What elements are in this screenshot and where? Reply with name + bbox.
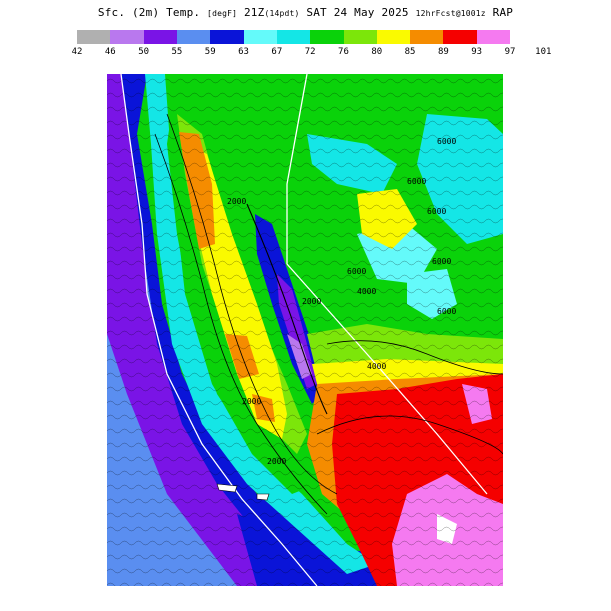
colorbar-tick-label: 59 <box>204 47 216 57</box>
colorbar-tick-label: 85 <box>404 47 416 57</box>
contour-label: 4000 <box>367 362 386 371</box>
colorbar-swatch <box>376 30 411 44</box>
title-run: 12hrFcst@1001z <box>415 9 486 18</box>
colorbar-tick-label: 50 <box>138 47 150 57</box>
colorbar-tick-label: 72 <box>304 47 316 57</box>
contour-label: 6000 <box>437 307 456 316</box>
contour-label: 2000 <box>242 397 261 406</box>
colorbar-swatch <box>243 30 277 44</box>
colorbar-tick-label: 76 <box>338 47 349 57</box>
colorbar-tick-label: 97 <box>504 47 516 57</box>
title-units: [degF] <box>207 9 238 18</box>
colorbar-swatch <box>110 30 144 44</box>
coastline <box>120 74 318 586</box>
colorbar-swatch <box>176 30 211 44</box>
contour-labels: 2000 2000 2000 2000 6000 6000 6000 6000 4000 4000… <box>227 137 456 466</box>
temperature-colorbar <box>77 30 511 44</box>
title-model: RAP <box>492 6 514 19</box>
colorbar-swatch <box>77 30 111 44</box>
contour-line-1 <box>166 113 338 495</box>
contour-label: 6000 <box>347 267 366 276</box>
colorbar-swatch <box>343 30 377 44</box>
colorbar-tick-label: 101 <box>535 47 552 57</box>
title-valid: 21Z <box>243 6 265 19</box>
contour-texture <box>107 74 503 586</box>
state-border <box>286 74 488 495</box>
colorbar-swatch <box>276 30 311 44</box>
colorbar-tick-label: 93 <box>471 47 483 57</box>
contour-line-2 <box>154 133 328 515</box>
contour-line-4 <box>326 340 503 375</box>
colorbar-swatch <box>410 30 444 44</box>
contour-label: 2000 <box>227 197 246 206</box>
colorbar-tick-label: 89 <box>437 47 449 57</box>
title-date: SAT 24 May 2025 <box>306 6 409 19</box>
contour-label: 6000 <box>437 137 456 146</box>
colorbar-tick-labels: 42 46 50 55 59 63 67 72 76 80 85 89 93 97 101 <box>0 47 611 61</box>
contour-label: 4000 <box>357 287 376 296</box>
colorbar-tick-label: 63 <box>238 47 249 57</box>
colorbar-swatch <box>443 30 477 44</box>
contour-label: 6000 <box>432 257 451 266</box>
contour-label: 2000 <box>302 297 321 306</box>
colorbar-swatch <box>210 30 244 44</box>
map-title: Sfc. (2m) Temp. [degF] 21Z(14pdt) SAT 24… <box>0 6 611 19</box>
colorbar-tick-label: 42 <box>71 47 83 57</box>
title-main: Sfc. (2m) Temp. <box>97 6 201 19</box>
colorbar-swatch <box>476 30 511 44</box>
colorbar-tick-label: 80 <box>371 47 383 57</box>
title-local: (14pdt) <box>264 9 300 18</box>
colorbar-swatch <box>143 30 177 44</box>
channel-islands <box>216 483 270 501</box>
contour-label: 6000 <box>427 207 446 216</box>
colorbar-swatch <box>310 30 344 44</box>
colorbar-tick-label: 67 <box>271 47 283 57</box>
contour-line-5 <box>316 415 503 455</box>
colorbar-tick-label: 55 <box>171 47 183 57</box>
contour-label: 2000 <box>267 457 286 466</box>
colorbar-tick-label: 46 <box>104 47 116 57</box>
temperature-map: 2000 2000 2000 2000 6000 6000 6000 6000 4000 4000… <box>107 74 503 586</box>
contour-label: 6000 <box>407 177 426 186</box>
contour-line-3 <box>246 203 328 415</box>
